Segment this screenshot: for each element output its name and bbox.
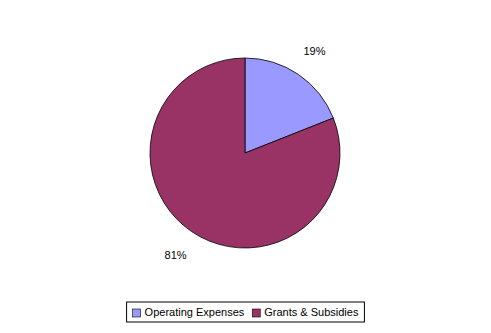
chart: 19% 81% Operating Expenses Grants & Subsidi…	[0, 0, 491, 333]
data-label: 81%	[165, 249, 187, 261]
data-label: 19%	[303, 45, 325, 57]
legend-item: Operating Expenses	[133, 306, 245, 318]
legend-item: Grants & Subsidies	[252, 306, 359, 318]
legend-label: Grants & Subsidies	[264, 306, 359, 318]
pie	[150, 58, 340, 248]
legend-swatch	[252, 309, 260, 317]
pie-slice	[150, 58, 340, 248]
legend-label: Operating Expenses	[145, 306, 245, 318]
legend-swatch	[133, 309, 141, 317]
data-labels: 19% 81%	[165, 45, 326, 261]
legend: Operating Expenses Grants & Subsidies	[127, 302, 365, 322]
legend-frame	[127, 302, 365, 322]
